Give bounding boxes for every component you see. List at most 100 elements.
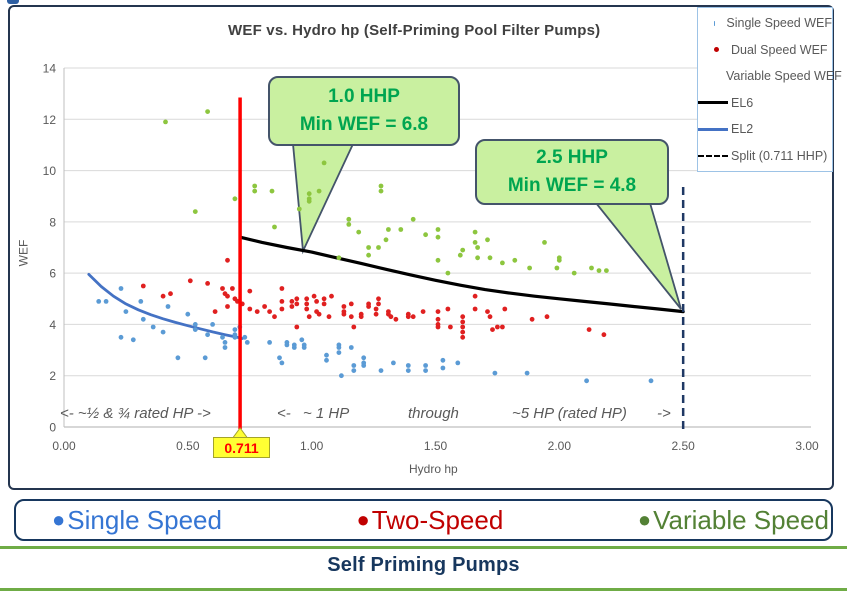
data-point xyxy=(252,183,258,189)
data-point xyxy=(336,345,342,350)
data-point xyxy=(366,252,371,258)
data-point xyxy=(326,314,332,320)
legend-item-el6: EL6 xyxy=(698,90,832,116)
callout-2-line2: Min WEF = 4.8 xyxy=(507,175,637,196)
data-point xyxy=(485,309,490,314)
data-point xyxy=(269,188,275,194)
data-point xyxy=(279,360,285,366)
legend-item-split: Split (0.711 HHP) xyxy=(698,143,832,169)
data-point xyxy=(502,306,508,312)
data-point xyxy=(222,340,228,345)
y-tick-label: 4 xyxy=(49,318,56,332)
curve-el6 xyxy=(238,235,685,314)
data-point xyxy=(351,363,357,368)
x-tick-label: 1.00 xyxy=(300,439,324,453)
x-axis-title: Hydro hp xyxy=(409,462,458,476)
legend-item-el2: EL2 xyxy=(698,116,832,142)
data-point xyxy=(589,265,594,271)
x-tick-label: 2.00 xyxy=(548,439,572,453)
data-point xyxy=(512,257,518,263)
data-point xyxy=(358,314,364,320)
speed-item-two-speed: ● Two-Speed xyxy=(356,505,503,536)
data-point xyxy=(341,311,347,317)
data-point xyxy=(423,232,428,238)
data-point xyxy=(118,334,124,340)
dual-speed-marker-icon xyxy=(714,47,719,53)
data-point xyxy=(304,301,310,307)
legend-label: Split (0.711 HHP) xyxy=(731,148,828,163)
data-point xyxy=(376,301,381,307)
zone-note-one-hp: ~ 1 HP xyxy=(303,405,350,422)
data-point xyxy=(435,234,441,240)
data-point xyxy=(138,299,144,304)
data-point xyxy=(544,314,550,320)
data-point xyxy=(185,311,191,317)
data-point xyxy=(448,324,453,330)
data-point xyxy=(500,324,505,330)
green-bullet-icon: ● xyxy=(637,507,652,532)
data-point xyxy=(150,324,156,330)
data-point xyxy=(500,260,505,266)
zone-note-arrow-left: <- xyxy=(277,405,291,422)
data-point xyxy=(254,309,260,314)
speed-type-legend: ● Single Speed ● Two-Speed ● Variable Sp… xyxy=(14,499,833,541)
data-point xyxy=(398,227,404,232)
plot-data-layer xyxy=(87,97,685,438)
y-tick-label: 6 xyxy=(49,267,56,281)
data-point xyxy=(435,316,441,322)
split-dash-icon xyxy=(698,154,728,157)
data-point xyxy=(485,237,490,243)
data-point xyxy=(284,342,290,348)
data-point xyxy=(492,370,498,376)
data-point xyxy=(341,304,347,309)
y-axis-title: WEF xyxy=(16,239,31,267)
x-tick-label: 1.50 xyxy=(424,439,448,453)
data-point xyxy=(348,345,354,350)
data-point xyxy=(339,373,344,379)
data-point xyxy=(205,332,211,338)
legend-label: EL6 xyxy=(731,95,754,110)
data-point xyxy=(140,283,146,289)
data-point xyxy=(435,324,441,330)
data-point xyxy=(294,324,300,330)
data-point xyxy=(475,245,480,250)
data-point xyxy=(601,332,607,338)
data-point xyxy=(165,304,171,309)
data-point xyxy=(230,286,235,291)
data-point xyxy=(202,355,208,361)
callout-1-line2: Min WEF = 6.8 xyxy=(299,114,429,135)
data-point xyxy=(405,368,411,373)
data-point xyxy=(648,378,654,384)
data-point xyxy=(527,265,532,271)
data-point xyxy=(103,299,109,304)
data-point xyxy=(205,109,211,114)
legend-label: EL2 xyxy=(731,122,754,137)
data-point xyxy=(361,363,367,368)
data-point xyxy=(242,334,248,340)
zone-note-through: through xyxy=(408,405,459,422)
data-point xyxy=(455,360,461,366)
data-point xyxy=(388,314,394,320)
data-point xyxy=(405,363,411,368)
split-value-tag: 0.711 xyxy=(213,437,270,458)
data-point xyxy=(232,327,238,332)
data-point xyxy=(272,224,277,230)
data-point xyxy=(220,286,225,291)
series-dual-speed-wef xyxy=(140,257,607,340)
data-point xyxy=(96,299,102,304)
legend-item-variable-speed: Variable Speed WEF xyxy=(698,63,842,89)
data-point xyxy=(205,281,211,286)
data-point xyxy=(306,314,312,320)
data-point xyxy=(366,304,371,309)
data-point xyxy=(118,286,124,291)
data-point xyxy=(346,222,352,227)
data-point xyxy=(304,296,310,302)
logo-fragment-icon xyxy=(7,0,19,4)
data-point xyxy=(383,237,389,243)
data-point xyxy=(301,345,307,350)
callout-1-line1: 1.0 HHP xyxy=(328,85,400,107)
data-point xyxy=(130,337,136,343)
data-point xyxy=(472,306,478,312)
data-point xyxy=(321,296,327,302)
